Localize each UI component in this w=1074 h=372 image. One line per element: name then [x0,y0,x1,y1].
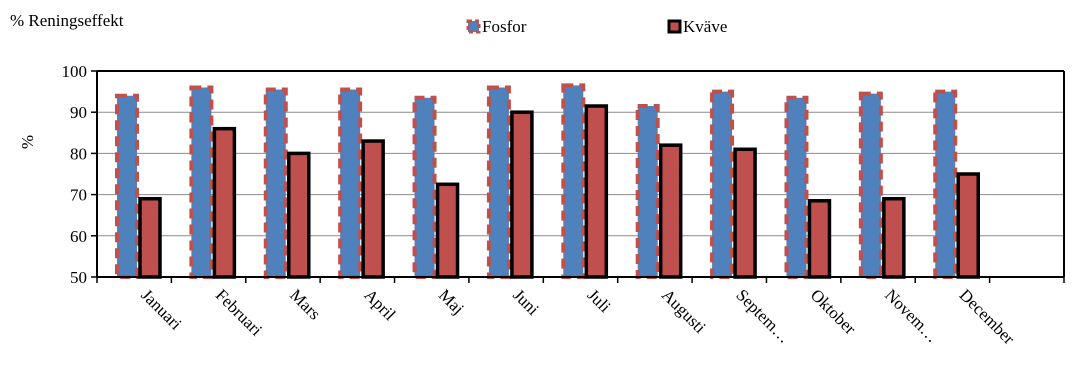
bar-kvave [882,196,906,279]
bar-fosfor [263,87,288,280]
y-tick-label: 60 [70,227,87,246]
legend-label: Kväve [683,17,727,36]
bar-kvave [435,182,460,279]
x-tick-label: Januari [137,285,185,333]
y-tick-label: 90 [70,103,87,122]
y-tick-label: 100 [62,62,88,81]
x-tick-label: Septem… [732,285,794,347]
x-tick-label: Juni [509,285,543,319]
legend-swatch [667,19,682,34]
bars [115,83,980,280]
bar-fosfor [635,104,660,279]
bar-kvave [807,199,832,279]
y-tick-label: 50 [70,268,87,287]
bar-kvave [510,110,534,279]
bar-kvave [658,143,683,279]
x-tick-label: Juli [584,285,615,316]
y-tick-labels: 50 60 70 80 90 100 [62,62,88,287]
x-tick-labels: Januari Februari Mars April Maj Juni Juli Augus… [137,285,1018,348]
bar-kvave [138,196,162,279]
x-tick-label: April [361,285,400,324]
axes [91,70,1065,283]
bar-fosfor [486,85,511,280]
legend-swatch [466,19,481,34]
bar-kvave [361,139,385,279]
bar-kvave [733,147,757,279]
legend-label: Fosfor [482,17,527,36]
y-tick-label: 80 [70,144,87,163]
bar-fosfor [338,87,363,280]
bar-fosfor [561,83,586,279]
bar-fosfor [784,95,809,279]
bar-fosfor [710,89,735,279]
legend: Fosfor Kväve [466,17,727,36]
bar-fosfor [858,91,883,279]
x-tick-label: Novem… [881,285,942,346]
bar-kvave [956,172,980,279]
bar-kvave [212,126,237,279]
bar-fosfor [189,85,214,280]
x-tick-label: Februari [212,285,266,339]
y-tick-label: 70 [70,186,87,205]
x-tick-label: Maj [435,285,468,318]
y-axis-label: % [18,135,37,149]
x-tick-label: Oktober [807,285,860,338]
x-tick-label: Mars [286,285,324,323]
bar-fosfor [115,93,139,279]
bar-kvave [287,151,311,279]
bar-kvave [584,104,609,279]
chart-title: % Reningseffekt [10,11,124,30]
bar-fosfor [933,89,958,279]
bar-fosfor [412,95,437,279]
x-tick-label: December [956,285,1019,348]
x-tick-label: Augusti [658,285,710,337]
